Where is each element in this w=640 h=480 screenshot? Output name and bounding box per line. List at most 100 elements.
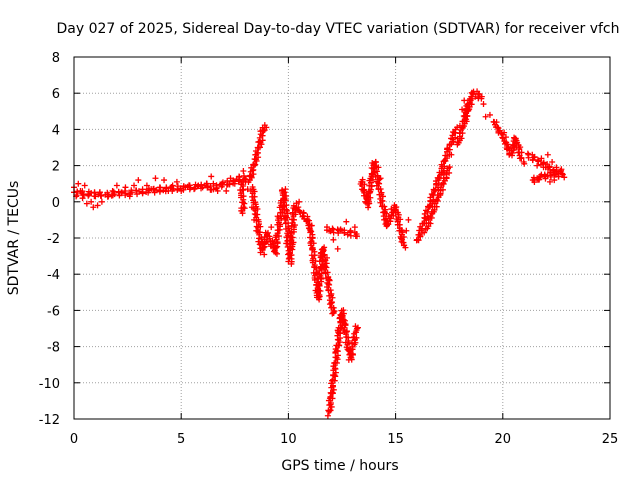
data-marker [238,194,245,201]
data-marker [518,149,525,156]
data-marker [508,147,515,154]
data-marker [448,135,455,142]
data-point [371,160,378,167]
data-marker [446,164,453,171]
data-point [354,325,361,332]
data-point [178,187,185,194]
data-marker [194,183,201,190]
data-marker [282,225,289,232]
data-point [317,273,324,280]
data-point [538,155,545,162]
data-point [274,213,281,220]
data-point [358,178,365,185]
data-point [529,177,536,184]
data-marker [458,135,465,142]
data-point [349,350,356,357]
data-point [270,240,277,247]
data-marker [324,412,331,419]
data-marker [335,230,342,237]
data-point [281,213,288,220]
data-marker [311,252,318,259]
data-marker [240,204,247,211]
data-point [351,336,358,343]
data-point [296,198,303,205]
data-marker [441,163,448,170]
data-point [248,204,255,211]
data-marker [290,239,297,246]
data-marker [430,208,437,215]
data-point [456,122,463,129]
data-marker [291,222,298,229]
data-marker [249,184,256,191]
data-marker [433,196,440,203]
data-point [161,177,168,184]
data-point [231,180,238,187]
data-marker [444,167,451,174]
data-marker [524,150,531,157]
data-marker [153,186,160,193]
data-point [486,111,493,118]
data-point [482,113,489,120]
data-marker [290,226,297,233]
data-point [546,169,553,176]
data-marker [254,211,261,218]
data-point [506,151,513,158]
data-marker [320,257,327,264]
data-point [272,249,279,256]
data-point [491,119,498,126]
data-point [538,171,545,178]
data-marker [254,144,261,151]
data-point [75,180,82,187]
data-marker [288,252,295,259]
data-marker [250,166,257,173]
data-marker [333,342,340,349]
data-point [326,276,333,283]
data-point [516,155,523,162]
data-point [369,171,376,178]
data-point [504,146,511,153]
x-tick-label: 25 [602,432,619,447]
data-point [195,182,202,189]
data-point [336,314,343,321]
x-tick-label: 20 [495,432,512,447]
data-point [379,193,386,200]
data-marker [238,181,245,188]
data-point [199,184,206,191]
data-marker [326,292,333,299]
data-point [351,224,358,231]
data-point [403,227,410,234]
data-point [347,354,354,361]
data-point [255,238,262,245]
data-point [135,177,142,184]
data-point [377,175,384,182]
data-point [328,390,335,397]
data-point [88,198,95,205]
data-point [210,180,217,187]
data-point [495,128,502,135]
y-tick-label: 0 [52,196,60,211]
data-point [534,175,541,182]
data-point [109,187,116,194]
data-marker [428,191,435,198]
data-point [521,160,528,167]
y-tick-label: 2 [52,160,60,175]
data-marker [282,220,289,227]
data-point [291,206,298,213]
x-tick-label: 0 [70,432,78,447]
data-marker [331,365,338,372]
data-marker [367,175,374,182]
data-marker [546,163,553,170]
data-point [118,189,125,196]
data-marker [339,316,346,323]
data-point [441,157,448,164]
data-marker [326,281,333,288]
data-point [525,151,532,158]
data-marker [325,287,332,294]
data-marker [275,233,282,240]
data-point [510,142,517,149]
data-series [71,88,568,419]
data-point [551,177,558,184]
data-marker [517,144,524,151]
data-marker [309,259,316,266]
